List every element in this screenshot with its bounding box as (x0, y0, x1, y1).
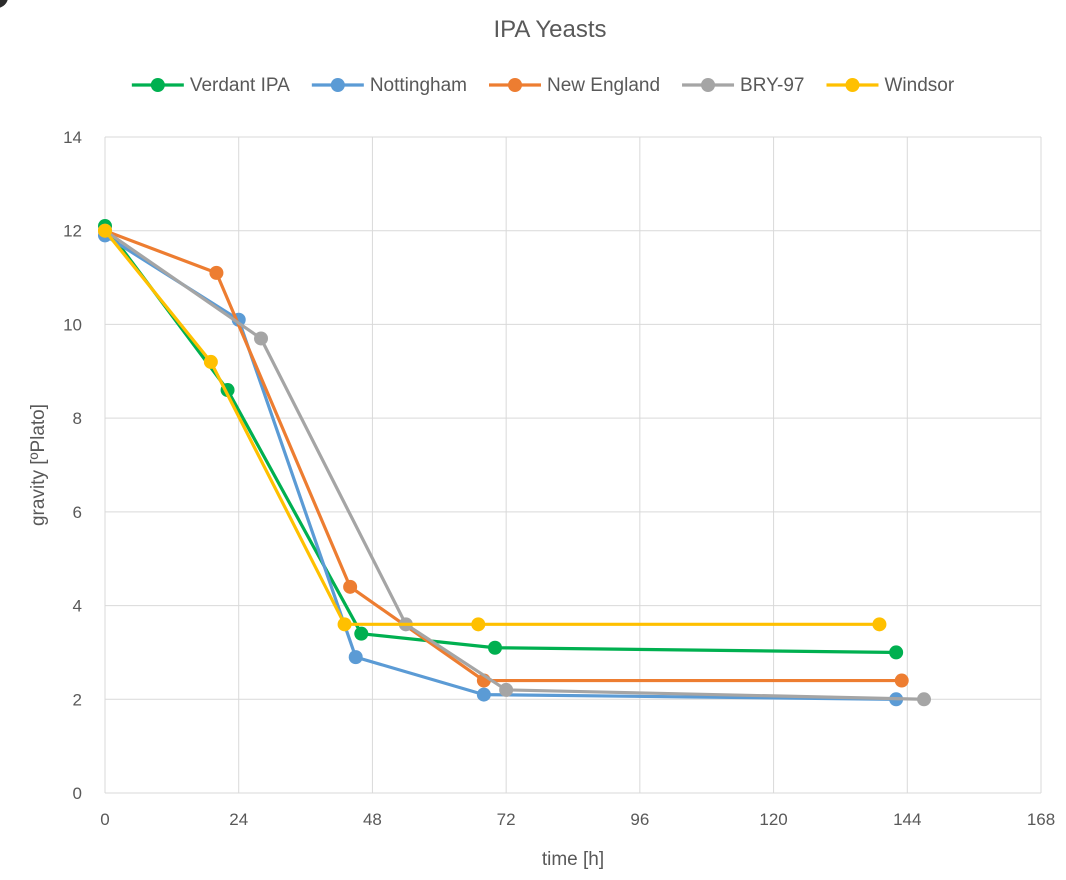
data-point (343, 579, 358, 594)
x-tick-label: 72 (497, 810, 516, 829)
legend-swatch-marker (845, 78, 860, 92)
legend-label: BRY-97 (740, 75, 804, 96)
y-axis-title: gravity [ºPlato] (28, 404, 49, 526)
x-tick-label: 144 (893, 810, 921, 829)
data-point (348, 650, 363, 665)
series-line (103, 229, 880, 626)
data-point (872, 617, 887, 632)
corner-circle-icon (0, 0, 8, 8)
legend-swatch-marker (508, 78, 522, 92)
series-windsor (98, 223, 887, 632)
series-line (104, 234, 897, 701)
grid (104, 136, 1042, 794)
chart-title: IPA Yeasts (494, 16, 607, 43)
data-point (499, 682, 514, 697)
legend-swatch-marker (150, 78, 165, 92)
legend: Verdant IPA Nottingham New England BRY-97 Wi… (131, 75, 955, 96)
y-tick-label: 0 (73, 784, 82, 803)
data-point (254, 331, 268, 346)
y-tick-label: 10 (63, 315, 82, 334)
series-bry-97 (98, 223, 931, 707)
series-line (104, 229, 902, 683)
data-point (203, 354, 218, 369)
series-nottingham (98, 228, 904, 707)
data-point (917, 692, 931, 707)
x-tick-label: 48 (363, 810, 382, 829)
x-tick-label: 24 (229, 810, 248, 829)
x-axis-title: time [h] (542, 849, 604, 870)
series-group (98, 219, 931, 707)
y-tick-label: 14 (63, 128, 82, 147)
y-tick-label: 4 (73, 597, 82, 616)
data-point (98, 223, 112, 238)
series-verdant-ipa (98, 219, 904, 660)
y-tick-label: 6 (73, 503, 82, 522)
x-tick-label: 0 (100, 810, 109, 829)
data-point (471, 617, 486, 632)
x-tick-label: 120 (759, 810, 787, 829)
data-point (354, 626, 369, 641)
legend-label: Verdant IPA (190, 75, 290, 96)
series-new-england (98, 223, 909, 688)
y-tick-label: 2 (73, 690, 82, 709)
data-point (488, 640, 502, 655)
data-point (337, 617, 352, 632)
legend-label: New England (547, 75, 660, 96)
x-tick-label: 96 (630, 810, 649, 829)
data-point (889, 645, 904, 660)
legend-swatch-marker (701, 78, 716, 92)
legend-swatch-marker (330, 78, 345, 92)
y-tick-label: 12 (63, 222, 82, 241)
y-tick-label: 8 (73, 409, 82, 428)
data-point (894, 673, 909, 688)
legend-label: Nottingham (370, 75, 467, 96)
legend-label: Windsor (884, 75, 954, 96)
data-point (209, 265, 224, 280)
data-point (476, 687, 491, 702)
x-tick-label: 168 (1027, 810, 1055, 829)
